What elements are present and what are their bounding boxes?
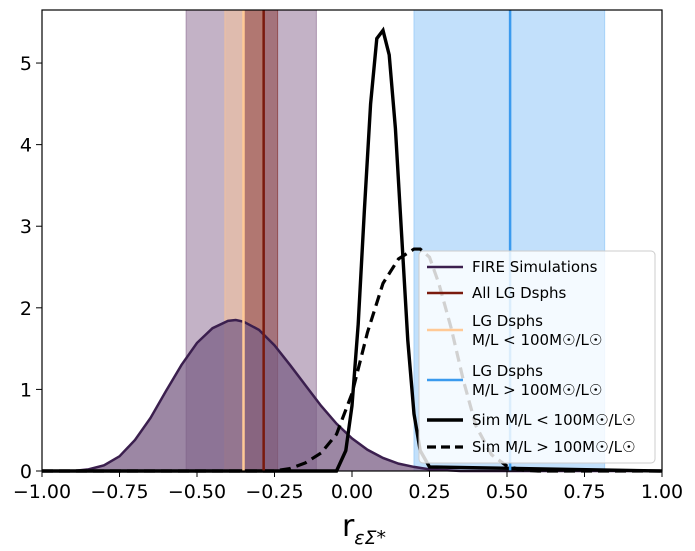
series-sim-low	[42, 26, 663, 473]
legend-label-4: Sim M/L < 100M☉/L☉	[472, 411, 635, 429]
legend-label-5: Sim M/L > 100M☉/L☉	[472, 438, 635, 456]
y-tick-label-1: 1	[20, 379, 32, 401]
y-tick-label-0: 0	[20, 461, 32, 483]
y-tick-label-5: 5	[20, 53, 32, 75]
x-axis-label: rεΣ*	[342, 509, 386, 549]
series-fire-fill	[42, 320, 662, 471]
x-tick-label-0: −1.00	[13, 481, 71, 503]
ticks-layer: −1.00 −0.75 −0.50 −0.25 0.00 0.25 0.50 0.75 1.00…	[13, 53, 683, 503]
legend-label-3: LG Dsphs	[472, 362, 543, 380]
x-axis-label-subscript: εΣ*	[354, 527, 386, 549]
x-tick-label-4: 0.00	[331, 481, 373, 503]
legend-frame	[418, 250, 656, 464]
y-tick-label-4: 4	[20, 135, 32, 157]
x-axis-label-main: r	[342, 509, 355, 544]
legend-label-1: All LG Dsphs	[472, 284, 567, 302]
x-tick-label-1: −0.75	[90, 481, 148, 503]
x-tick-label-6: 0.50	[486, 481, 528, 503]
x-tick-label-2: −0.50	[168, 481, 226, 503]
legend-label-3-line2: M/L > 100M☉/L☉	[472, 381, 602, 399]
y-tick-label-3: 3	[20, 216, 32, 238]
x-tick-label-3: −0.25	[245, 481, 303, 503]
legend-label-0: FIRE Simulations	[472, 258, 598, 276]
y-tick-label-2: 2	[20, 298, 32, 320]
x-tick-label-5: 0.25	[408, 481, 450, 503]
x-tick-label-7: 0.75	[563, 481, 605, 503]
legend-label-2-line2: M/L < 100M☉/L☉	[472, 331, 602, 349]
x-tick-label-8: 1.00	[641, 481, 683, 503]
series-fire-line	[42, 318, 662, 473]
legend-label-2: LG Dsphs	[472, 312, 543, 330]
